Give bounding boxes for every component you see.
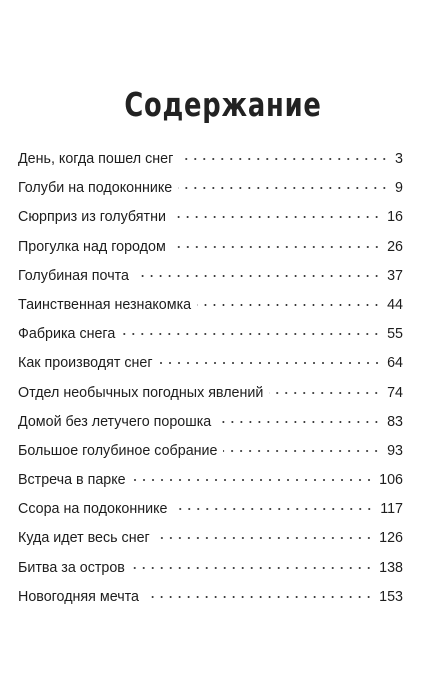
dot-leader <box>155 537 374 540</box>
toc-entry-title: Прогулка над городом <box>18 238 166 255</box>
toc-entry: Голубиная почта 37 <box>18 267 403 296</box>
toc-entry-page: 37 <box>387 267 403 284</box>
toc-entry-title: Отдел необычных погодных явлений <box>18 384 264 401</box>
toc-entry-page: 16 <box>387 209 403 226</box>
toc-entry-title: Домой без летучего порошка <box>18 413 212 430</box>
dot-leader <box>269 391 382 394</box>
toc-entry: День, когда пошел снег 3 <box>18 150 403 179</box>
toc-entry: Отдел необычных погодных явлений 74 <box>18 384 403 413</box>
toc-entry-page: 74 <box>387 384 403 401</box>
dot-leader <box>217 420 382 423</box>
dot-leader <box>121 333 382 336</box>
toc-entry: Таинственная незнакомка 44 <box>18 296 403 325</box>
toc-entry-title: День, когда пошел снег <box>18 151 174 167</box>
toc-entry-title: Сюрприз из голубятни <box>18 209 166 226</box>
toc-entry-title: Фабрика снега <box>18 326 116 343</box>
toc-entry: Прогулка над городом 26 <box>18 238 403 267</box>
toc-entry: Ссора на подоконнике 117 <box>18 500 403 529</box>
toc-entry-title: Голуби на подоконнике <box>18 180 173 197</box>
toc-entry: Большое голубиное собрание 93 <box>18 442 403 471</box>
toc-entry: Сюрприз из голубятни 16 <box>18 208 403 237</box>
toc-entry-title: Голубиная почта <box>18 267 129 284</box>
toc-entry-title: Ссора на подоконнике <box>18 501 168 518</box>
toc-entry-page: 55 <box>387 326 403 343</box>
toc-entry: Как производят снег 64 <box>18 354 403 383</box>
page-title: Содержание <box>124 85 322 124</box>
toc-entry-page: 9 <box>395 180 403 197</box>
toc-entry-page: 83 <box>387 413 403 430</box>
toc-list: День, когда пошел снег 3 Голуби на подок… <box>18 150 403 617</box>
toc-entry-title: Встреча в парке <box>18 472 126 489</box>
dot-leader <box>171 216 382 219</box>
toc-entry: Куда идет весь снег 126 <box>18 529 403 558</box>
dot-leader <box>178 187 390 190</box>
toc-entry-page: 117 <box>380 501 403 518</box>
toc-entry-title: Новогодняя мечта <box>18 588 139 605</box>
dot-leader <box>197 303 382 306</box>
toc-entry-page: 126 <box>379 530 403 547</box>
toc-entry-title: Большое голубиное собрание <box>18 442 218 459</box>
toc-entry-page: 138 <box>379 559 403 576</box>
toc-entry: Фабрика снега 55 <box>18 325 403 354</box>
dot-leader <box>173 508 375 511</box>
toc-entry: Домой без летучего порошка 83 <box>18 413 403 442</box>
dot-leader <box>131 479 374 482</box>
dot-leader <box>158 362 382 365</box>
dot-leader <box>179 158 390 160</box>
dot-leader <box>223 449 382 452</box>
toc-entry: Битва за остров 138 <box>18 559 403 588</box>
toc-entry-title: Битва за остров <box>18 559 125 576</box>
toc-entry-page: 26 <box>387 238 403 255</box>
toc-entry: Новогодняя мечта 153 <box>18 588 403 617</box>
toc-entry-page: 153 <box>379 588 403 605</box>
dot-leader <box>130 566 374 569</box>
toc-entry: Голуби на подоконнике 9 <box>18 179 403 208</box>
toc-entry-title: Куда идет весь снег <box>18 530 150 547</box>
toc-entry-page: 64 <box>387 355 403 372</box>
toc-entry: Встреча в парке 106 <box>18 471 403 500</box>
toc-entry-page: 106 <box>379 472 403 489</box>
toc-entry-title: Как производят снег <box>18 355 153 372</box>
toc-entry-page: 93 <box>387 442 403 459</box>
toc-entry-title: Таинственная незнакомка <box>18 296 192 313</box>
toc-entry-page: 3 <box>395 151 403 167</box>
dot-leader <box>145 595 374 598</box>
toc-entry-page: 44 <box>387 296 403 313</box>
dot-leader <box>171 245 382 248</box>
dot-leader <box>134 274 382 277</box>
